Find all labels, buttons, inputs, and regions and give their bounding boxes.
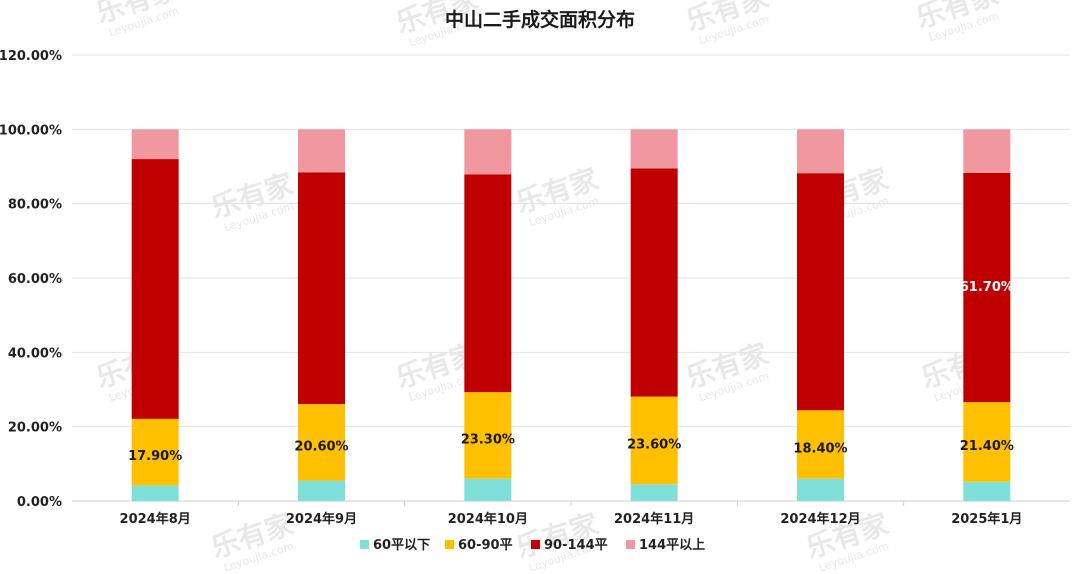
x-tick-label: 2024年12月 bbox=[780, 511, 860, 527]
y-axis: 0.00% 20.00% 40.00% 60.00% 80.00% 100.00% 120.… bbox=[0, 49, 62, 510]
bar-segment[interactable] bbox=[298, 403, 345, 481]
bar-segment[interactable] bbox=[797, 410, 844, 479]
x-tick-label: 2024年10月 bbox=[448, 511, 528, 527]
legend-swatch bbox=[360, 540, 369, 549]
x-axis: 2024年8月 2024年9月 2024年10月 2024年11月 2024年12月 20… bbox=[120, 501, 1022, 527]
bar-segment[interactable] bbox=[630, 484, 678, 501]
legend-item[interactable]: 60平以下 bbox=[360, 538, 430, 553]
bar-segment[interactable] bbox=[963, 481, 1011, 501]
bar-segment[interactable] bbox=[464, 392, 512, 479]
bar-segment[interactable] bbox=[131, 485, 179, 501]
bar-segment[interactable] bbox=[797, 478, 844, 501]
legend-label: 90-144平 bbox=[544, 538, 608, 553]
legend-swatch bbox=[445, 540, 454, 549]
bar-segment[interactable] bbox=[298, 129, 345, 173]
bar-segment[interactable] bbox=[963, 402, 1011, 482]
legend-label: 60-90平 bbox=[458, 538, 513, 553]
legend-swatch bbox=[626, 540, 635, 549]
legend[interactable]: 60平以下 60-90平 90-144平 144平以上 bbox=[360, 538, 705, 553]
bar-segment[interactable] bbox=[131, 129, 179, 160]
data-label: 23.30% bbox=[461, 432, 515, 447]
y-tick-label: 100.00% bbox=[0, 123, 62, 138]
bar-segment[interactable] bbox=[464, 174, 512, 393]
bar-segment[interactable] bbox=[797, 173, 844, 411]
bar-segment[interactable] bbox=[630, 168, 678, 397]
legend-label: 144平以上 bbox=[639, 538, 705, 553]
y-tick-label: 80.00% bbox=[8, 198, 62, 213]
legend-swatch bbox=[531, 540, 540, 549]
legend-label: 60平以下 bbox=[373, 538, 430, 553]
bars bbox=[131, 129, 1011, 501]
data-label: 17.90% bbox=[128, 449, 182, 464]
bar-segment[interactable] bbox=[630, 129, 678, 169]
bar-segment[interactable] bbox=[131, 159, 179, 419]
x-tick-label: 2024年8月 bbox=[120, 511, 191, 527]
legend-item[interactable]: 60-90平 bbox=[445, 538, 513, 553]
data-labels: 17.90% 20.60% 23.30% 23.60% 18.40% 21.40% 61.7… bbox=[128, 280, 1014, 464]
x-tick-label: 2024年9月 bbox=[286, 511, 357, 527]
x-tick-label: 2024年11月 bbox=[614, 511, 694, 527]
chart-title: 中山二手成交面积分布 bbox=[445, 8, 635, 31]
data-label: 20.60% bbox=[294, 439, 348, 454]
bar-segment[interactable] bbox=[797, 129, 844, 174]
bar-segment[interactable] bbox=[464, 478, 512, 501]
bar-segment[interactable] bbox=[963, 172, 1011, 403]
x-tick-label: 2025年1月 bbox=[951, 511, 1022, 527]
gridlines bbox=[72, 54, 1070, 502]
bar-segment[interactable] bbox=[298, 172, 345, 404]
data-label: 18.40% bbox=[793, 442, 847, 457]
y-tick-label: 0.00% bbox=[17, 495, 62, 510]
y-tick-label: 60.00% bbox=[8, 272, 62, 287]
data-label: 23.60% bbox=[627, 437, 681, 452]
data-label: 61.70% bbox=[960, 280, 1014, 295]
bar-segment[interactable] bbox=[464, 129, 512, 175]
legend-item[interactable]: 144平以上 bbox=[626, 538, 705, 553]
legend-item[interactable]: 90-144平 bbox=[531, 538, 608, 553]
bar-segment[interactable] bbox=[963, 129, 1011, 173]
y-tick-label: 20.00% bbox=[8, 421, 62, 436]
data-label: 21.40% bbox=[960, 439, 1014, 454]
bar-segment[interactable] bbox=[131, 418, 179, 486]
bar-segment[interactable] bbox=[630, 396, 678, 485]
bar-segment[interactable] bbox=[298, 480, 345, 501]
y-tick-label: 40.00% bbox=[8, 346, 62, 361]
y-tick-label: 120.00% bbox=[0, 49, 62, 64]
